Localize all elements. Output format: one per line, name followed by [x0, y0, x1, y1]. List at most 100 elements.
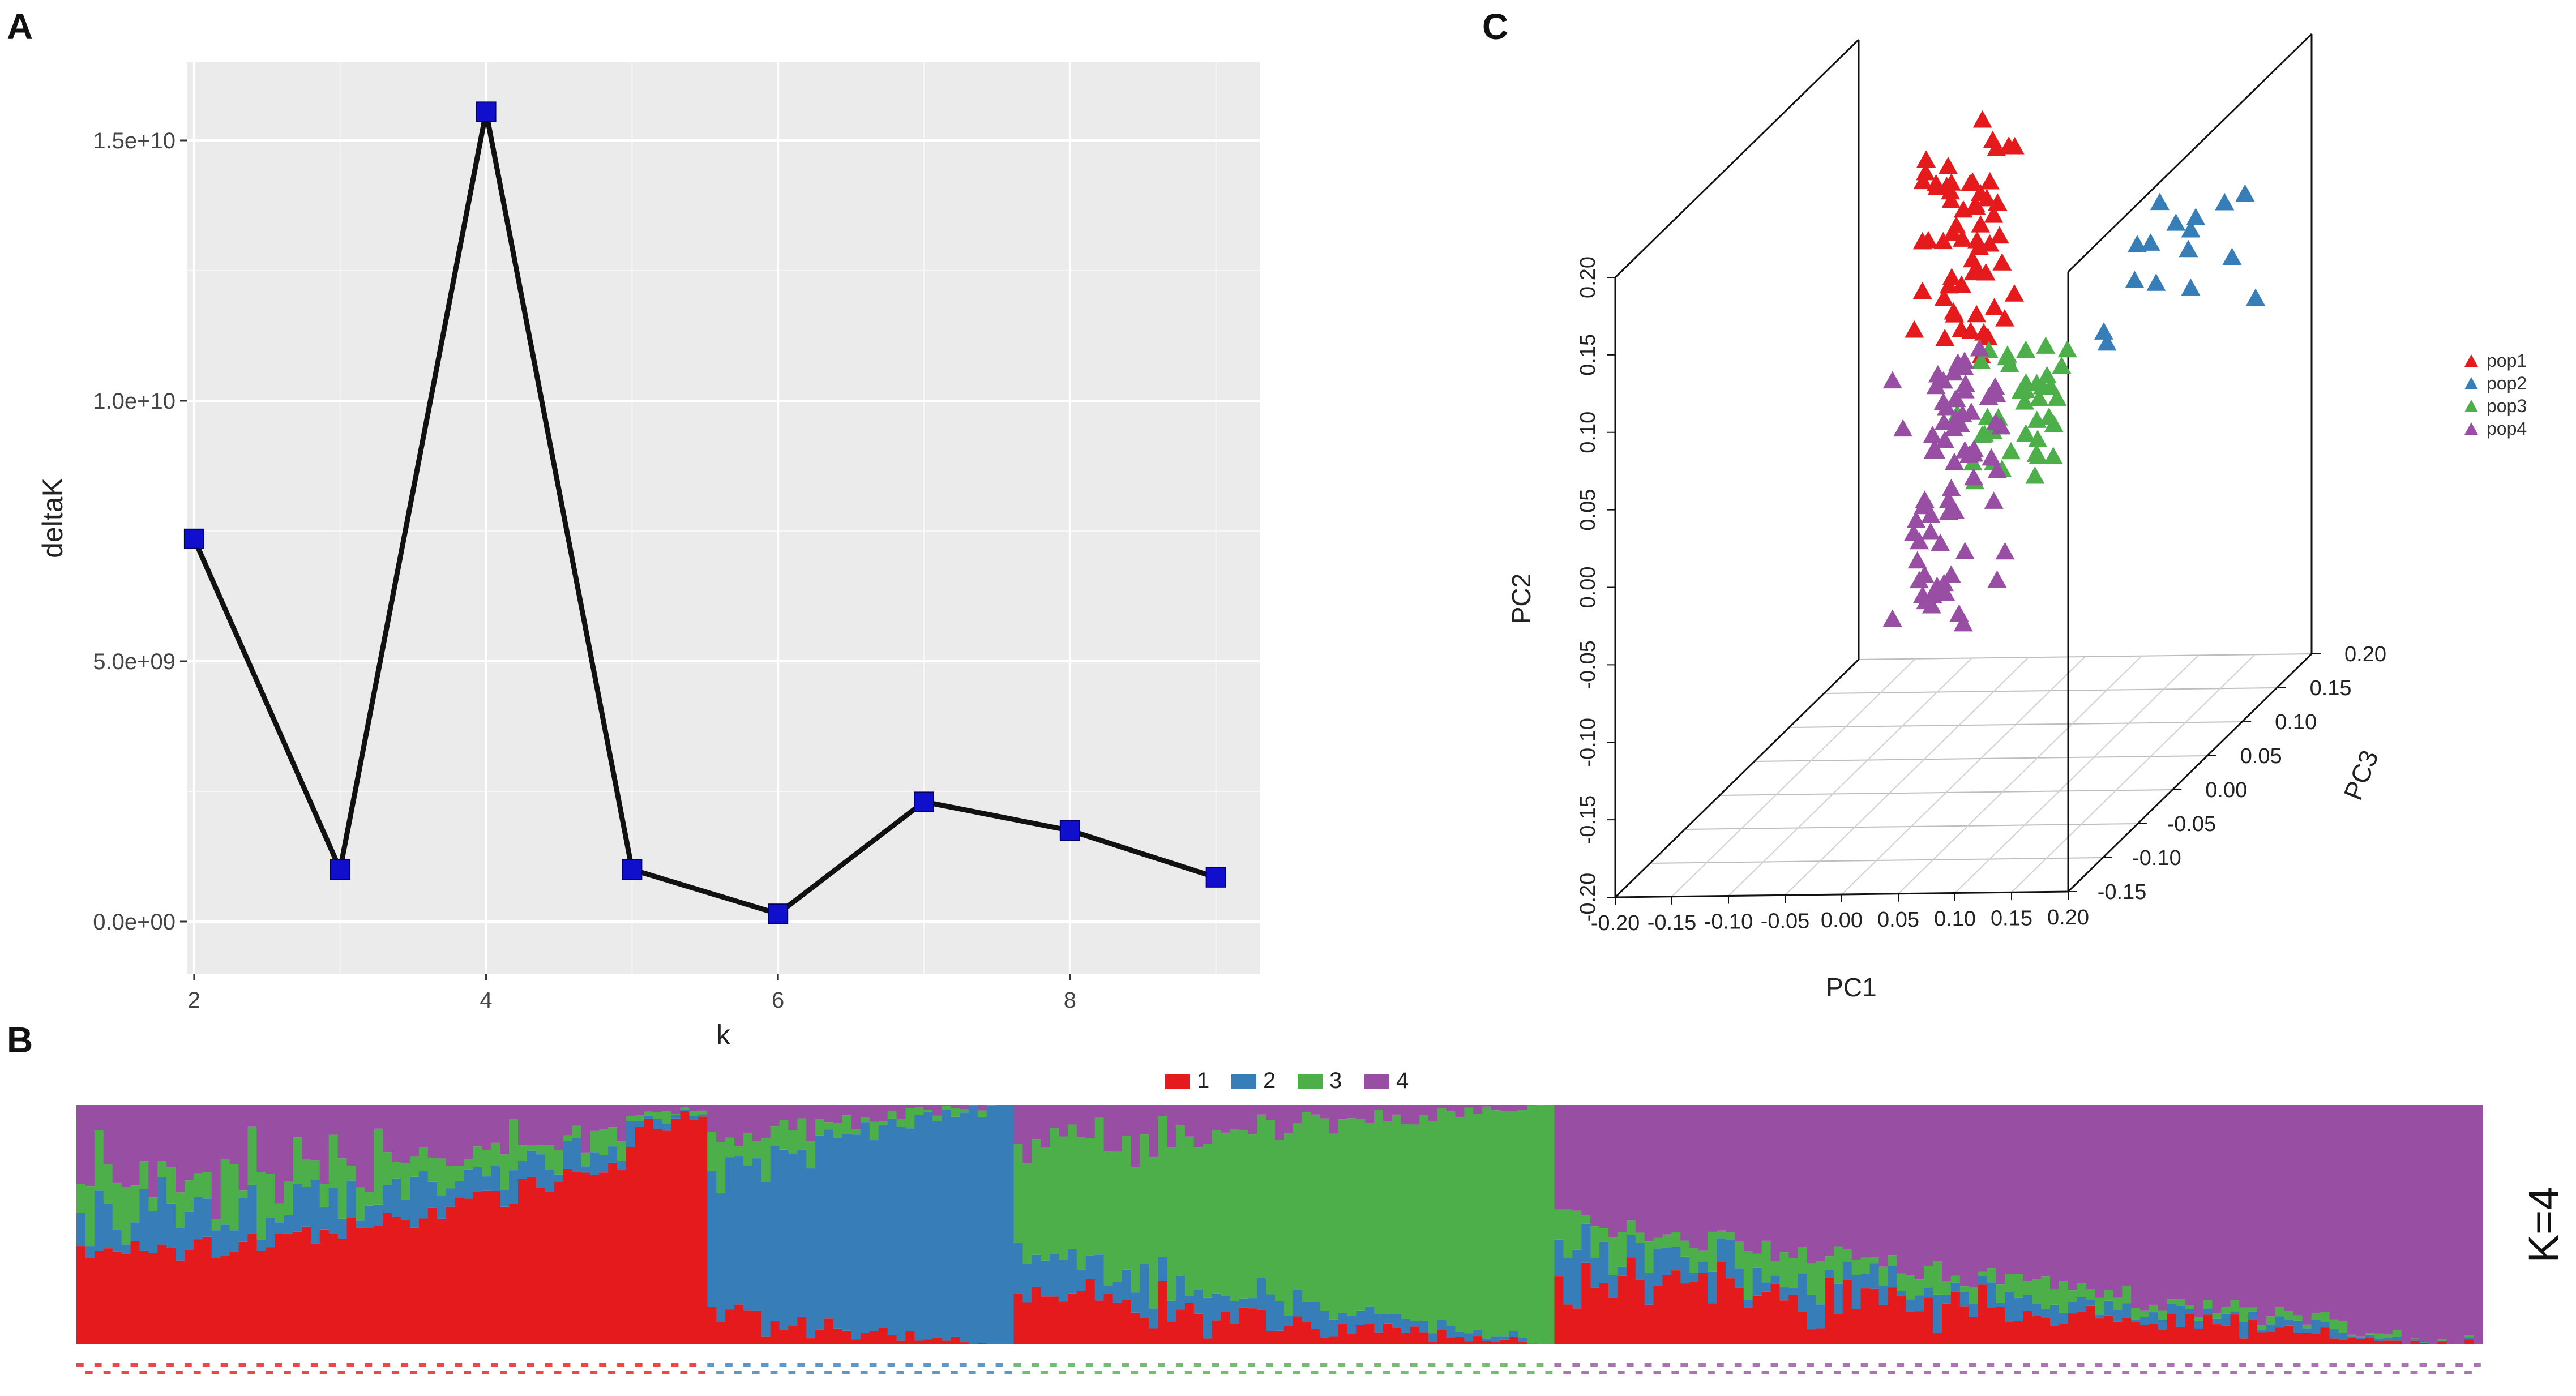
admixture-segment-k3	[85, 1186, 95, 1247]
admixture-segment-k4	[1798, 1105, 1807, 1247]
pop3-point	[2041, 377, 2061, 395]
admixture-segment-k4	[509, 1105, 519, 1119]
admixture-segment-k3	[1383, 1121, 1393, 1314]
admixture-segment-k3	[1149, 1156, 1158, 1309]
admixture-segment-k3	[76, 1184, 86, 1213]
pc3-tick-label: -0.15	[2098, 880, 2147, 904]
admixture-segment-k3	[1257, 1114, 1266, 1278]
admixture-segment-k4	[1140, 1105, 1149, 1135]
admixture-segment-k2	[319, 1207, 330, 1230]
sample-label-pop3	[1437, 1371, 1445, 1374]
admixture-segment-k3	[2041, 1276, 2051, 1309]
admixture-segment-k3	[1725, 1232, 1735, 1240]
admixture-segment-k4	[644, 1105, 654, 1112]
admixture-segment-k2	[1428, 1333, 1438, 1342]
sample-label-pop4	[2077, 1363, 2085, 1367]
admixture-segment-k2	[1401, 1318, 1411, 1333]
admixture-segment-k3	[1059, 1136, 1068, 1260]
sample-label-pop4	[1833, 1371, 1841, 1374]
sample-label-pop1	[211, 1371, 219, 1374]
admixture-segment-k1	[635, 1127, 645, 1344]
admixture-segment-k2	[1572, 1249, 1582, 1309]
admixture-segment-k1	[951, 1336, 960, 1344]
pop4-point	[1935, 431, 1955, 448]
admixture-segment-k4	[2122, 1105, 2132, 1286]
sample-label-pop4	[2140, 1371, 2147, 1374]
admixture-segment-k3	[1825, 1256, 1834, 1270]
admixture-segment-k1	[1248, 1308, 1257, 1344]
sample-label-pop4	[2095, 1363, 2103, 1367]
admixture-segment-k4	[1482, 1105, 1492, 1107]
admixture-segment-k3	[346, 1166, 357, 1181]
admixture-segment-k2	[1869, 1263, 1880, 1289]
admixture-segment-k2	[2203, 1308, 2213, 1315]
admixture-segment-k1	[1302, 1321, 1312, 1344]
sample-label-pop4	[2005, 1363, 2013, 1367]
admixture-segment-k4	[328, 1105, 339, 1135]
admixture-segment-k2	[1807, 1295, 1816, 1330]
admixture-segment-k1	[806, 1338, 816, 1344]
pop4-point	[1982, 448, 2001, 466]
sample-label-pop2	[860, 1371, 868, 1374]
sample-label-pop4	[1978, 1371, 1986, 1374]
admixture-segment-k4	[1888, 1105, 1897, 1256]
pop4-point	[1915, 490, 1935, 508]
sample-label-pop4	[1779, 1371, 1787, 1374]
admixture-segment-k4	[797, 1105, 807, 1119]
admixture-segment-k4	[346, 1105, 357, 1166]
sample-label-pop1	[229, 1371, 237, 1374]
admixture-segment-k2	[301, 1187, 311, 1227]
admixture-segment-k1	[779, 1329, 789, 1344]
admixture-segment-k4	[1933, 1105, 1942, 1261]
deltak-point	[183, 528, 204, 549]
admixture-segment-k4	[1915, 1105, 1924, 1280]
admixture-segment-k2	[2266, 1324, 2276, 1332]
admixture-segment-k4	[1941, 1105, 1952, 1282]
admixture-segment-k1	[94, 1251, 104, 1344]
admixture-segment-k3	[743, 1132, 753, 1166]
admixture-segment-k1	[1383, 1323, 1393, 1344]
admixture-segment-k4	[337, 1105, 348, 1159]
pop1-point	[1916, 150, 1936, 168]
admixture-segment-k4	[1094, 1105, 1105, 1118]
sample-label-pop2	[806, 1371, 814, 1374]
pc2-tick-label: -0.05	[1576, 640, 1600, 690]
box-edge	[2067, 33, 2313, 273]
admixture-segment-k3	[1175, 1125, 1186, 1276]
admixture-segment-k4	[2428, 1105, 2438, 1344]
admixture-segment-k2	[1860, 1274, 1871, 1289]
admixture-segment-k1	[491, 1191, 500, 1344]
sample-label-pop3	[1032, 1363, 1039, 1367]
admixture-segment-k4	[1022, 1105, 1032, 1163]
admixture-segment-k4	[2257, 1105, 2267, 1325]
legend-marker-pop1	[2464, 354, 2478, 367]
admixture-segment-k3	[671, 1114, 681, 1115]
legend-marker-pop2	[2464, 377, 2478, 389]
admixture-segment-k4	[1374, 1105, 1384, 1110]
pop1-point	[1941, 173, 1961, 191]
admixture-segment-k4	[1013, 1105, 1023, 1144]
admixture-segment-k3	[2077, 1283, 2087, 1297]
admixture-segment-k3	[247, 1126, 257, 1185]
pop1-point	[1962, 250, 1982, 268]
admixture-segment-k4	[1338, 1105, 1347, 1120]
admixture-segment-k2	[1626, 1235, 1636, 1258]
admixture-segment-k1	[545, 1192, 555, 1344]
sample-label-pop4	[1788, 1363, 1796, 1367]
admixture-segment-k2	[1779, 1287, 1789, 1301]
sample-label-pop4	[2059, 1363, 2066, 1367]
admixture-segment-k3	[1410, 1124, 1420, 1321]
sample-label-pop4	[2212, 1371, 2220, 1374]
admixture-segment-k4	[455, 1105, 465, 1166]
admixture-segment-k2	[1653, 1248, 1663, 1286]
sample-label-pop4	[2104, 1371, 2112, 1374]
admixture-segment-k4	[1851, 1105, 1862, 1260]
admixture-segment-k4	[2401, 1105, 2411, 1344]
admixture-segment-k3	[1266, 1120, 1276, 1295]
admixture-segment-k2	[130, 1222, 140, 1241]
sample-label-pop3	[1419, 1371, 1427, 1374]
admixture-segment-k3	[365, 1192, 374, 1206]
pop1-point	[1972, 110, 1992, 128]
admixture-segment-k2	[374, 1204, 383, 1226]
admixture-segment-k3	[1689, 1248, 1699, 1273]
